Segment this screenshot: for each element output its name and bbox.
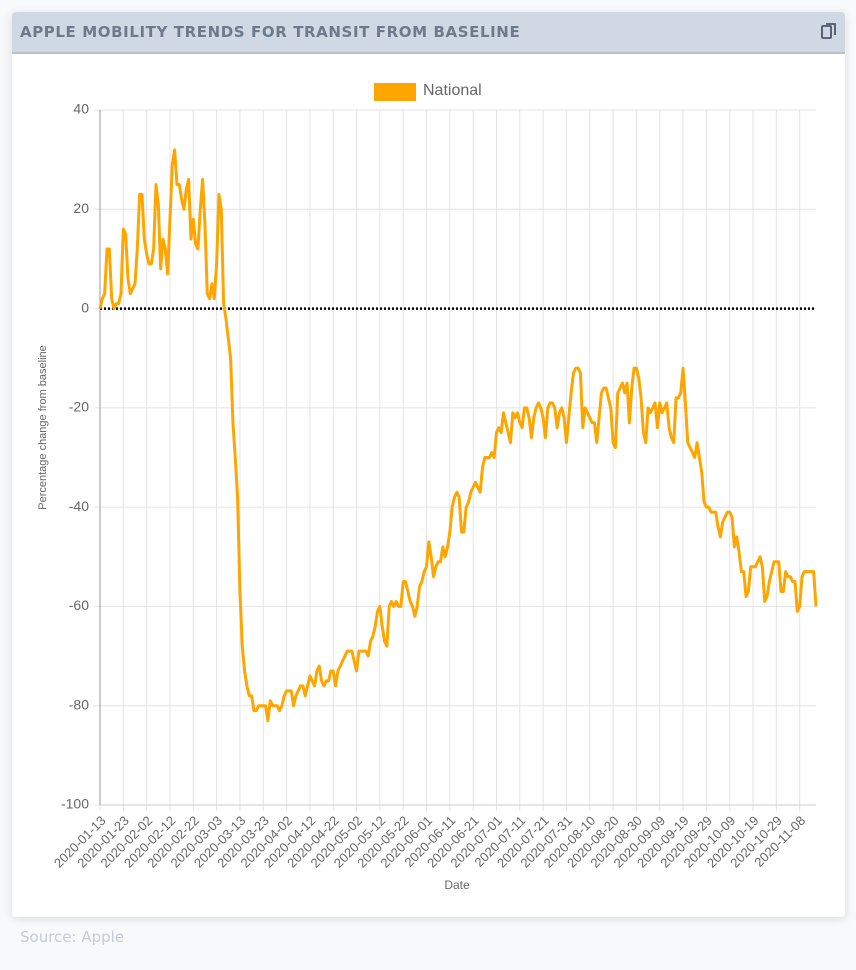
x-axis-label: Date xyxy=(444,878,470,892)
source-note: Source: Apple xyxy=(20,928,125,946)
copy-icon[interactable] xyxy=(821,23,837,39)
data-line xyxy=(98,148,818,723)
legend-swatch xyxy=(374,83,416,101)
card-title: APPLE MOBILITY TRENDS FOR TRANSIT FROM B… xyxy=(20,23,521,41)
y-tick-label: 40 xyxy=(73,101,89,117)
y-tick-label: 20 xyxy=(73,200,89,216)
chart: -100-80-60-40-20020402020-01-132020-01-2… xyxy=(37,82,818,892)
y-tick-label: -60 xyxy=(69,597,89,613)
y-tick-label: -100 xyxy=(61,796,89,812)
y-tick-label: -40 xyxy=(69,498,89,514)
y-tick-label: -80 xyxy=(69,696,89,712)
y-axis-label: Percentage change from baseline xyxy=(37,345,49,510)
y-tick-label: 0 xyxy=(81,299,89,315)
y-tick-label: -20 xyxy=(69,399,89,415)
card-header: APPLE MOBILITY TRENDS FOR TRANSIT FROM B… xyxy=(12,12,845,54)
legend-label: National xyxy=(423,82,482,99)
